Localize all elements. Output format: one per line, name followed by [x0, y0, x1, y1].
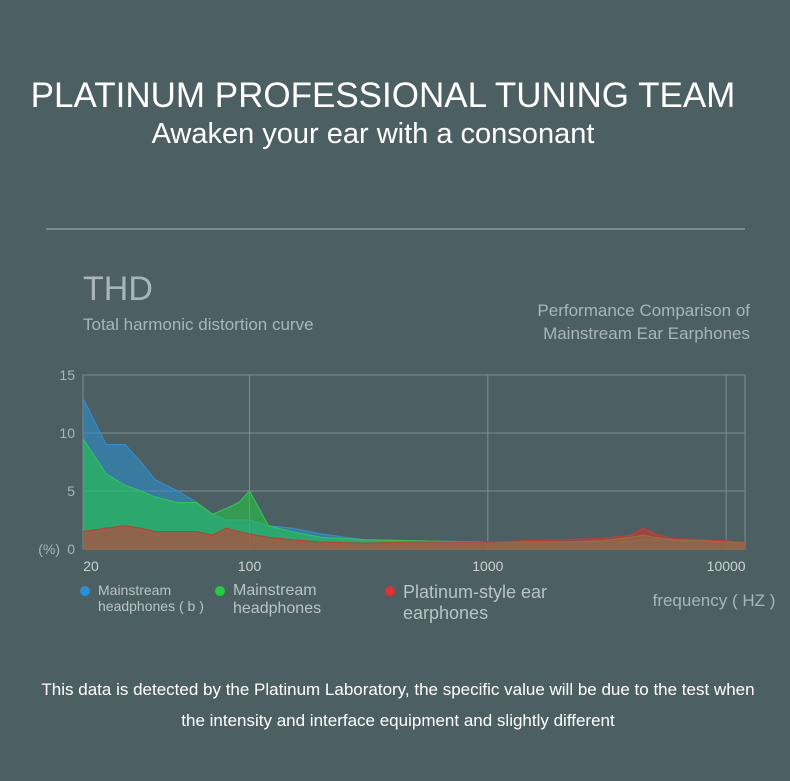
- legend-label: Mainstream headphones ( b ): [98, 582, 204, 614]
- x-tick-label: 20: [83, 558, 99, 574]
- x-tick-label: 1000: [472, 558, 503, 574]
- x-tick-label: 100: [238, 558, 262, 574]
- legend-item: Mainstream headphones ( b ): [80, 582, 210, 614]
- legend-label: Platinum-style ear earphones: [403, 582, 548, 623]
- legend-label: Mainstream headphones: [233, 582, 322, 617]
- area-line: [82, 525, 746, 544]
- legend-swatch: [80, 586, 90, 596]
- area-fill: [83, 525, 745, 549]
- y-tick-label: 10: [59, 425, 75, 441]
- legend-item: Mainstream headphones: [215, 582, 345, 618]
- legend-swatch: [385, 586, 395, 596]
- header-title: PLATINUM PROFESSIONAL TUNING TEAM: [30, 76, 736, 115]
- annotation: Performance Comparison of: [537, 301, 750, 320]
- header-subtitle: Awaken your ear with a consonant: [151, 118, 595, 150]
- chart-subtitle: Total harmonic distortion curve: [83, 315, 314, 334]
- annotation: Mainstream Ear Earphones: [543, 324, 750, 343]
- area-fill: [83, 438, 745, 549]
- y-axis-label: (%): [38, 541, 60, 557]
- y-tick-label: 15: [59, 367, 75, 383]
- legend-swatch: [215, 586, 225, 596]
- y-tick-label: 0: [67, 541, 75, 557]
- footer-note: This data is detected by the Platinum La…: [41, 680, 755, 730]
- y-tick-label: 5: [67, 483, 75, 499]
- x-axis-label: frequency ( HZ ): [653, 591, 776, 610]
- x-tick-label: 10000: [707, 558, 746, 574]
- chart-title: THD: [83, 270, 153, 308]
- legend-item: Platinum-style ear earphones: [385, 582, 635, 624]
